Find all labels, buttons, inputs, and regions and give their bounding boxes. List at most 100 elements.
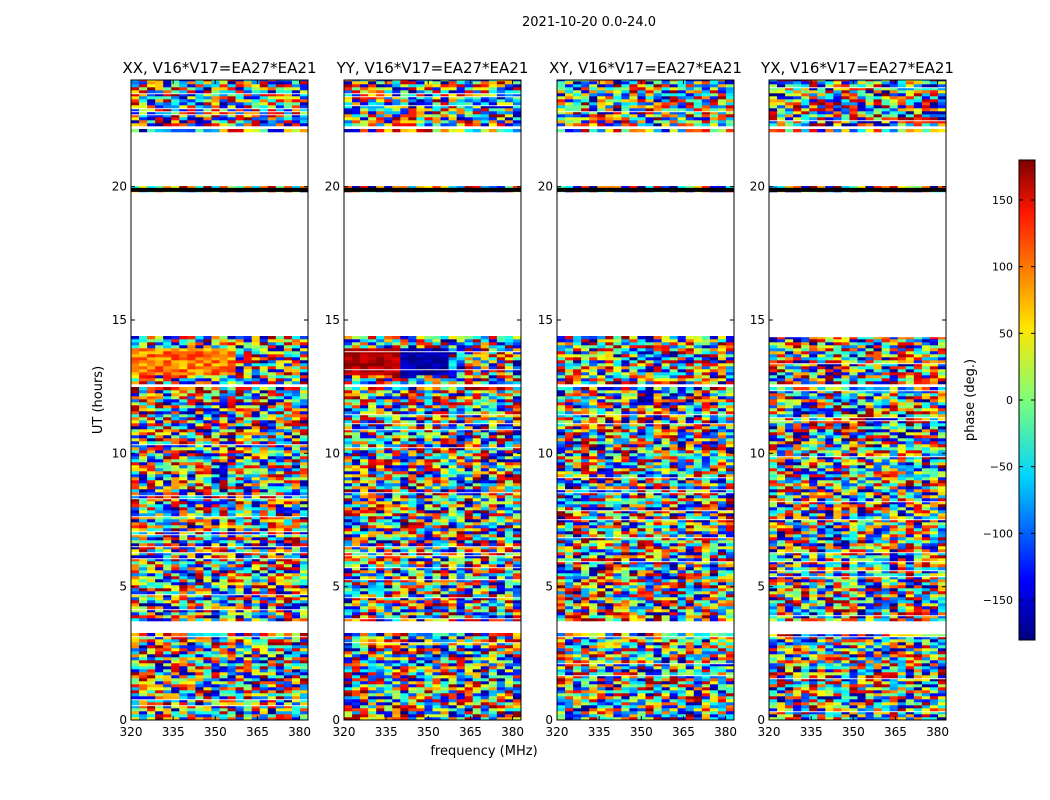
heatmap-cell	[155, 423, 164, 427]
heatmap-cell	[299, 501, 308, 505]
heatmap-cell	[251, 585, 261, 589]
heatmap-cell	[352, 477, 361, 481]
heatmap-cell	[275, 87, 285, 91]
heatmap-cell	[267, 483, 277, 487]
heatmap-cell	[512, 519, 521, 523]
heatmap-cell	[187, 525, 196, 529]
heatmap-cell	[179, 396, 188, 400]
heatmap-cell	[203, 600, 212, 604]
heatmap-cell	[235, 576, 245, 580]
heatmap-cell	[243, 561, 253, 565]
flag-gap	[131, 516, 308, 518]
heatmap-cell	[227, 363, 237, 367]
heatmap-cell	[227, 342, 237, 346]
heatmap-cell	[219, 639, 229, 643]
heatmap-cell	[488, 606, 498, 610]
heatmap-cell	[275, 564, 285, 568]
heatmap-cell	[504, 657, 514, 661]
heatmap-cell	[432, 690, 442, 694]
heatmap-cell	[235, 510, 245, 514]
heatmap-cell	[440, 492, 450, 496]
heatmap-cell	[219, 80, 229, 82]
heatmap-cell	[203, 678, 212, 682]
heatmap-cell	[243, 522, 253, 526]
heatmap-cell	[179, 576, 188, 580]
heatmap-cell	[440, 522, 450, 526]
heatmap-cell	[291, 468, 301, 472]
heatmap-cell	[211, 444, 220, 448]
heatmap-cell	[275, 108, 285, 112]
heatmap-cell	[424, 714, 433, 718]
heatmap-cell	[344, 636, 353, 640]
heatmap-cell	[488, 549, 498, 553]
heatmap-cell	[211, 549, 220, 553]
heatmap-cell	[352, 696, 361, 700]
heatmap-cell	[171, 87, 180, 91]
heatmap-cell	[416, 633, 425, 637]
heatmap-cell	[299, 678, 308, 682]
heatmap-cell	[344, 606, 353, 610]
heatmap-cell	[275, 99, 285, 103]
heatmap-cell	[291, 588, 301, 592]
heatmap-cell	[251, 645, 261, 649]
heatmap-cell	[424, 573, 433, 577]
heatmap-cell	[400, 696, 409, 700]
heatmap-cell	[456, 540, 466, 544]
heatmap-cell	[187, 471, 196, 475]
heatmap-cell	[480, 525, 490, 529]
heatmap-cell	[155, 111, 164, 115]
heatmap-cell	[219, 651, 229, 655]
heatmap-cell	[275, 408, 285, 412]
heatmap-cell	[267, 369, 277, 373]
heatmap-cell	[179, 351, 188, 355]
heatmap-cell	[299, 648, 308, 652]
heatmap-cell	[195, 420, 204, 424]
heatmap-cell	[195, 591, 204, 595]
heatmap-cell	[171, 399, 180, 403]
heatmap-cell	[179, 444, 188, 448]
heatmap-cell	[352, 474, 361, 478]
heatmap-cell	[251, 678, 261, 682]
heatmap-cell	[163, 462, 172, 466]
heatmap-cell	[283, 345, 293, 349]
heatmap-cell	[299, 495, 308, 499]
heatmap-cell	[267, 408, 277, 412]
heatmap-cell	[283, 432, 293, 436]
heatmap-cell	[360, 459, 369, 463]
heatmap-cell	[211, 336, 220, 340]
heatmap-cell	[219, 393, 229, 397]
heatmap-cell	[211, 510, 220, 514]
heatmap-cell	[147, 618, 156, 622]
heatmap-cell	[299, 366, 308, 370]
heatmap-cell	[299, 129, 308, 133]
heatmap-cell	[195, 366, 204, 370]
heatmap-cell	[171, 636, 180, 640]
heatmap-cell	[488, 693, 498, 697]
heatmap-cell	[155, 99, 164, 103]
heatmap-cell	[392, 507, 401, 511]
heatmap-cell	[299, 456, 308, 460]
heatmap-cell	[496, 600, 506, 604]
heatmap-cell	[384, 483, 393, 487]
heatmap-cell	[376, 510, 385, 514]
heatmap-cell	[171, 381, 180, 385]
heatmap-cell	[187, 663, 196, 667]
heatmap-cell	[456, 681, 466, 685]
heatmap-cell	[195, 639, 204, 643]
heatmap-cell	[368, 471, 377, 475]
heatmap-cell	[171, 393, 180, 397]
heatmap-cell	[203, 507, 212, 511]
heatmap-cell	[187, 597, 196, 601]
heatmap-cell	[195, 84, 204, 88]
heatmap-cell	[504, 561, 514, 565]
heatmap-cell	[259, 657, 269, 661]
heatmap-cell	[456, 546, 466, 550]
heatmap-cell	[131, 336, 140, 340]
heatmap-cell	[496, 486, 506, 490]
heatmap-cell	[275, 642, 285, 646]
heatmap-cell	[283, 354, 293, 358]
heatmap-cell	[416, 594, 425, 598]
heatmap-cell	[147, 564, 156, 568]
heatmap-cell	[352, 528, 361, 532]
heatmap-cell	[163, 336, 172, 340]
